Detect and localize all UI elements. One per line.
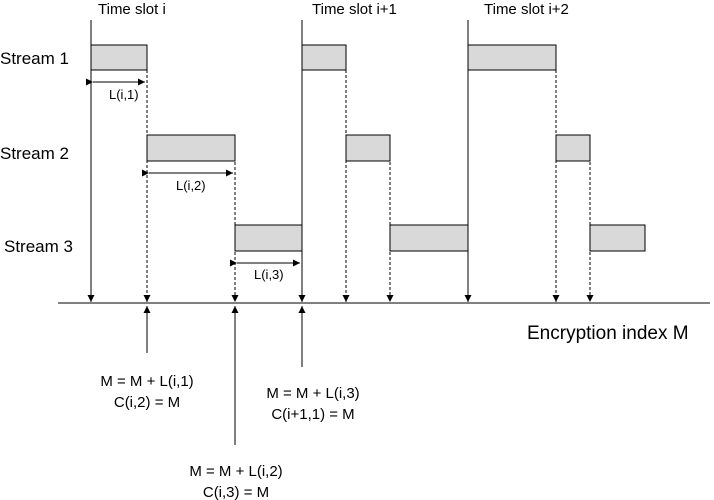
annotation-3-line2: C(i,3) = M (203, 484, 269, 500)
stream3-block-slot-i (234, 224, 303, 252)
annotation-2-line2: C(i+1,1) = M (271, 406, 354, 423)
time-slot-label-i-plus-2: Time slot i+2 (484, 1, 569, 18)
annotation-3-line1: M = M + L(i,2) (189, 463, 282, 480)
stream3-block-slot-i-plus-2 (589, 224, 646, 252)
annotation-1-line2: C(i,2) = M (114, 394, 180, 411)
duration-label-2: L(i,2) (176, 178, 206, 193)
stream-label-3: Stream 3 (4, 237, 73, 256)
stream3-block-slot-i-plus-1 (389, 224, 469, 252)
annotation-2-line1: M = M + L(i,3) (266, 385, 359, 402)
stream2-block-slot-i-plus-1 (345, 134, 391, 162)
duration-label-3: L(i,3) (254, 267, 284, 282)
axis-label: Encryption index M (527, 323, 689, 344)
stream1-block-slot-i (90, 44, 148, 71)
duration-label-1: L(i,1) (109, 87, 139, 102)
annotation-1-line1: M = M + L(i,1) (100, 373, 193, 390)
stream-label-1: Stream 1 (0, 49, 69, 68)
stream-label-2: Stream 2 (0, 144, 69, 163)
time-slot-label-i: Time slot i (98, 1, 166, 18)
stream1-block-slot-i-plus-1 (301, 44, 347, 71)
time-slot-label-i-plus-1: Time slot i+1 (312, 1, 397, 18)
stream1-block-slot-i-plus-2 (467, 44, 557, 71)
stream2-block-slot-i (146, 134, 236, 162)
stream2-block-slot-i-plus-2 (555, 134, 591, 162)
